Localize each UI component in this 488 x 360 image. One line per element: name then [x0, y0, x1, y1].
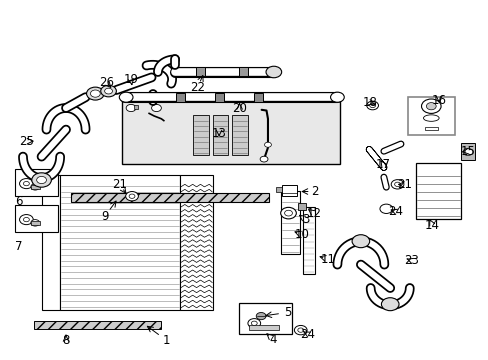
Bar: [425, 127, 437, 130]
Bar: [71, 193, 268, 202]
Text: 12: 12: [306, 207, 321, 220]
Text: 5: 5: [283, 306, 291, 319]
Circle shape: [462, 148, 472, 156]
Circle shape: [265, 66, 281, 78]
Circle shape: [366, 101, 378, 110]
Circle shape: [256, 312, 265, 320]
Circle shape: [151, 104, 161, 112]
Circle shape: [23, 181, 29, 186]
Circle shape: [23, 217, 29, 222]
Text: 16: 16: [431, 94, 446, 107]
Ellipse shape: [423, 115, 438, 121]
Circle shape: [37, 176, 46, 184]
Bar: [460, 143, 474, 160]
Circle shape: [20, 215, 33, 225]
Circle shape: [379, 204, 392, 213]
Circle shape: [294, 325, 306, 335]
Text: 9: 9: [101, 210, 109, 222]
Circle shape: [90, 90, 100, 97]
Circle shape: [32, 173, 51, 187]
Circle shape: [31, 184, 40, 190]
Bar: [275, 187, 282, 192]
Text: 14: 14: [424, 219, 439, 231]
Text: 10: 10: [294, 228, 309, 241]
Bar: [232, 115, 247, 155]
Bar: [280, 191, 300, 254]
Bar: [176, 93, 184, 102]
Circle shape: [381, 298, 398, 311]
Text: 23: 23: [404, 254, 418, 267]
Bar: [60, 175, 180, 310]
Text: 17: 17: [375, 158, 390, 171]
Bar: [303, 207, 315, 274]
Text: 7: 7: [15, 240, 22, 253]
Circle shape: [104, 88, 112, 94]
Text: 20: 20: [232, 102, 246, 115]
Bar: [31, 221, 40, 225]
Text: 25: 25: [20, 135, 34, 148]
Bar: [180, 175, 213, 310]
Bar: [212, 115, 228, 155]
Text: 21: 21: [397, 178, 411, 191]
Bar: [254, 93, 263, 102]
Circle shape: [260, 156, 267, 162]
Circle shape: [101, 85, 116, 97]
Text: 3: 3: [301, 213, 309, 226]
Bar: [15, 205, 58, 232]
Circle shape: [119, 92, 133, 102]
Bar: [15, 169, 58, 196]
Circle shape: [394, 182, 400, 186]
Bar: [31, 185, 40, 189]
Text: 13: 13: [211, 127, 226, 140]
Bar: [238, 67, 248, 76]
Circle shape: [351, 235, 369, 248]
Text: 26: 26: [99, 76, 114, 89]
Text: 21: 21: [112, 178, 127, 191]
Text: 22: 22: [190, 81, 204, 94]
Text: 2: 2: [310, 185, 318, 198]
Circle shape: [369, 103, 375, 108]
Circle shape: [86, 87, 104, 100]
Text: 24: 24: [388, 205, 403, 218]
Bar: [134, 105, 138, 109]
Bar: [415, 163, 460, 219]
Bar: [282, 185, 296, 196]
Circle shape: [125, 192, 138, 201]
Text: 24: 24: [300, 328, 315, 341]
Bar: [34, 321, 161, 329]
Circle shape: [280, 207, 296, 219]
Bar: [195, 67, 205, 76]
Bar: [193, 115, 208, 155]
Text: 19: 19: [123, 73, 138, 86]
Text: 4: 4: [268, 333, 276, 346]
Bar: [297, 203, 305, 210]
Bar: [122, 97, 339, 164]
Circle shape: [426, 103, 435, 110]
Circle shape: [251, 321, 257, 325]
Bar: [249, 325, 278, 330]
Circle shape: [126, 104, 136, 112]
Circle shape: [390, 180, 403, 189]
Circle shape: [31, 220, 40, 226]
Circle shape: [247, 319, 260, 328]
Circle shape: [264, 142, 271, 147]
Text: 6: 6: [15, 195, 22, 208]
Circle shape: [421, 99, 440, 113]
Bar: [215, 93, 224, 102]
Text: 18: 18: [362, 96, 377, 109]
Circle shape: [129, 194, 135, 198]
Text: 1: 1: [162, 334, 170, 347]
Bar: [238, 303, 292, 334]
Text: 15: 15: [460, 145, 475, 158]
Circle shape: [20, 179, 33, 189]
Circle shape: [330, 92, 344, 102]
Circle shape: [297, 328, 303, 332]
Bar: [407, 97, 454, 135]
Bar: [41, 175, 60, 310]
Bar: [12, 135, 283, 324]
Circle shape: [284, 210, 292, 216]
Text: 8: 8: [62, 334, 70, 347]
Text: 11: 11: [321, 253, 335, 266]
